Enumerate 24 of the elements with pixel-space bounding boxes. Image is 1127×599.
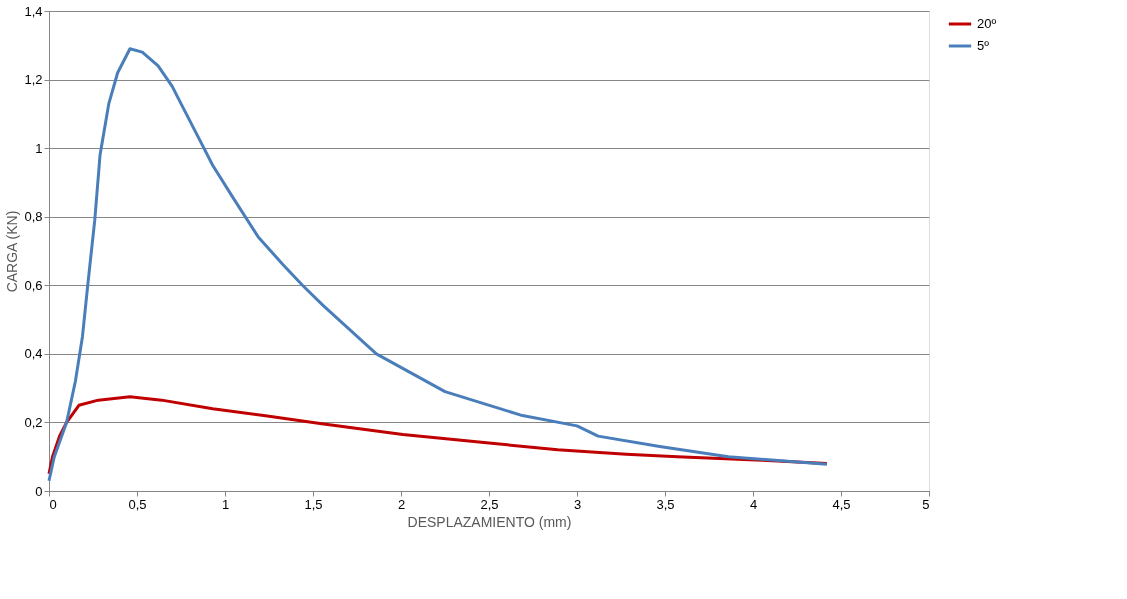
legend-label: 20º bbox=[977, 16, 997, 31]
x-tick-label: 1,5 bbox=[304, 496, 323, 512]
x-tick-label: 0 bbox=[49, 496, 57, 512]
y-tick-label: 1 bbox=[35, 140, 43, 156]
x-tick-label: 2 bbox=[397, 496, 406, 512]
y-tick-label: 0,8 bbox=[24, 209, 43, 225]
x-tick-label: 5 bbox=[922, 496, 930, 512]
x-tick-label: 2,5 bbox=[480, 496, 499, 512]
x-tick-label: 3,5 bbox=[656, 496, 675, 512]
x-axis-title: DESPLAZAMIENTO (mm) bbox=[407, 513, 572, 530]
y-tick-label: 0,2 bbox=[24, 414, 43, 430]
x-tick-label: 4 bbox=[749, 496, 758, 512]
y-tick-label: 0 bbox=[35, 483, 43, 499]
y-tick-label: 0,6 bbox=[24, 277, 43, 293]
x-tick-label: 0,5 bbox=[128, 496, 147, 512]
y-tick-label: 1,4 bbox=[24, 3, 43, 19]
legend-label: 5º bbox=[977, 38, 990, 53]
line-series bbox=[47, 47, 829, 483]
x-tick-label: 1 bbox=[221, 496, 230, 512]
x-tick-label: 4,5 bbox=[832, 496, 851, 512]
y-tick-label: 0,4 bbox=[24, 346, 43, 362]
x-tick-label: 3 bbox=[573, 496, 582, 512]
y-axis-title: CARGA (KN) bbox=[4, 210, 21, 293]
y-tick-label: 1,2 bbox=[24, 72, 43, 88]
